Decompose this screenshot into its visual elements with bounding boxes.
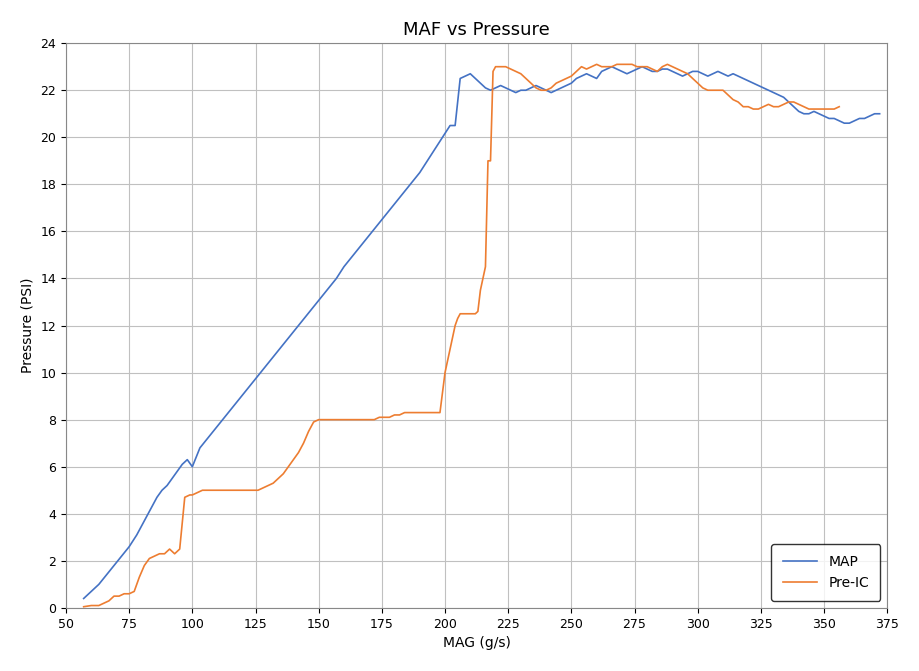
Pre-IC [482,157,493,165]
MAP [772,91,783,99]
Y-axis label: Pressure (PSI): Pressure (PSI) [21,278,35,373]
X-axis label: MAG (g/s): MAG (g/s) [442,636,510,650]
Pre-IC [833,103,844,111]
Title: MAF vs Pressure: MAF vs Pressure [403,21,550,39]
Pre-IC [308,418,319,426]
Legend: MAP, Pre-IC: MAP, Pre-IC [771,544,879,601]
Pre-IC [550,79,562,87]
Line: MAP: MAP [84,66,879,599]
MAP [606,62,617,70]
Pre-IC [798,103,809,111]
MAP [429,145,440,153]
Pre-IC [242,486,253,495]
MAP [863,112,874,120]
Pre-IC [591,60,602,68]
Pre-IC [78,603,89,611]
MAP [681,70,692,78]
MAP [78,595,89,603]
Pre-IC [691,79,702,87]
MAP [873,110,884,118]
Line: Pre-IC: Pre-IC [84,64,838,607]
MAP [454,74,465,83]
MAP [575,72,586,80]
